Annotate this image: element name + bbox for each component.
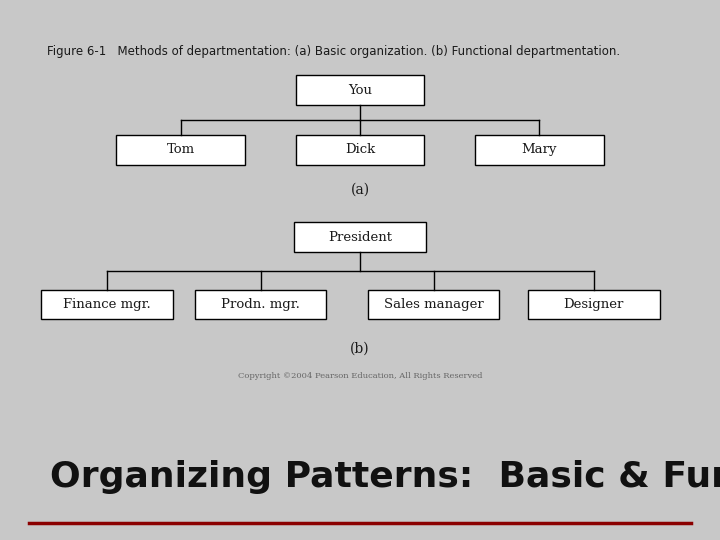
Text: Tom: Tom (166, 143, 194, 156)
Text: You: You (348, 84, 372, 97)
Text: Finance mgr.: Finance mgr. (63, 298, 150, 311)
FancyBboxPatch shape (296, 135, 424, 165)
Text: Dick: Dick (345, 143, 375, 156)
FancyBboxPatch shape (528, 290, 660, 320)
Text: Sales manager: Sales manager (384, 298, 484, 311)
Text: President: President (328, 231, 392, 244)
FancyBboxPatch shape (41, 290, 173, 320)
Text: Mary: Mary (522, 143, 557, 156)
Text: Figure 6-1   Methods of departmentation: (a) Basic organization. (b) Functional : Figure 6-1 Methods of departmentation: (… (47, 45, 620, 58)
Text: Copyright ©2004 Pearson Education, All Rights Reserved: Copyright ©2004 Pearson Education, All R… (238, 372, 482, 380)
FancyBboxPatch shape (368, 290, 500, 320)
Text: Prodn. mgr.: Prodn. mgr. (221, 298, 300, 311)
Text: Organizing Patterns:  Basic & Functional: Organizing Patterns: Basic & Functional (50, 460, 720, 494)
FancyBboxPatch shape (475, 135, 603, 165)
FancyBboxPatch shape (294, 222, 426, 252)
Text: (b): (b) (350, 341, 370, 355)
Text: (a): (a) (351, 183, 369, 197)
FancyBboxPatch shape (195, 290, 326, 320)
FancyBboxPatch shape (296, 76, 424, 105)
FancyBboxPatch shape (117, 135, 245, 165)
Text: Designer: Designer (564, 298, 624, 311)
